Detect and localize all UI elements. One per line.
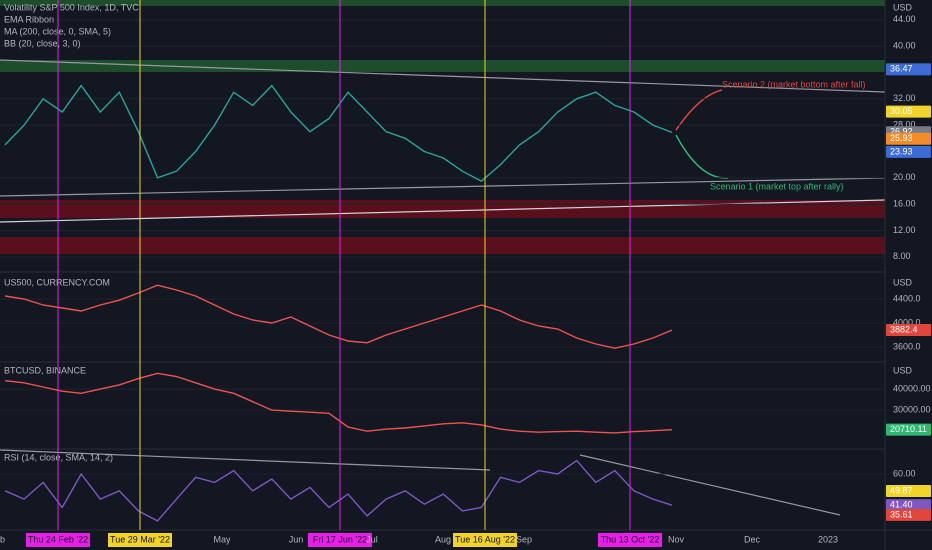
- time-label: Nov: [668, 534, 685, 544]
- time-label: Sep: [516, 534, 532, 544]
- y-tick-label: 8.00: [893, 251, 911, 261]
- trendline: [579, 454, 841, 516]
- legend-text: BTCUSD, BINANCE: [4, 365, 86, 375]
- trendline: [0, 59, 886, 93]
- price-badge-label: 49.87: [890, 485, 913, 495]
- price-line: [4, 84, 673, 182]
- price-badge: [886, 105, 931, 118]
- price-badge: [886, 484, 931, 497]
- date-badge: [308, 533, 372, 547]
- trendline: [0, 177, 886, 197]
- time-label: Aug: [435, 534, 451, 544]
- date-badge: [453, 533, 517, 547]
- price-badge-label: 36.47: [890, 64, 913, 74]
- zone-band: [0, 237, 885, 254]
- y-tick-label: 28.00: [893, 119, 916, 129]
- zone-band: [0, 0, 885, 6]
- date-badge: [108, 533, 172, 547]
- price-badge-label: 20710.11: [890, 424, 927, 434]
- date-label: Tue 16 Aug '22: [455, 534, 515, 544]
- date-label: Thu 24 Feb '22: [28, 534, 88, 544]
- currency-label: USD: [893, 365, 913, 375]
- price-badge: [886, 499, 931, 512]
- time-label: Jul: [366, 534, 378, 544]
- legend-text: BB (20, close, 3, 0): [4, 38, 81, 48]
- time-label: Jun: [289, 534, 304, 544]
- price-badge-label: 35.61: [890, 509, 913, 519]
- y-tick-label: 3600.0: [893, 341, 921, 351]
- annotation: Scenario 2 (market bottom after fall): [722, 79, 866, 89]
- annotation: Scenario 1 (market top after rally): [710, 181, 844, 191]
- y-tick-label: 44.00: [893, 14, 916, 24]
- y-tick-label: 60.00: [893, 468, 916, 478]
- price-badge: [886, 508, 931, 521]
- legend-text: EMA Ribbon: [4, 14, 54, 24]
- legend-text: Volatility S&P 500 Index, 1D, TVC: [4, 2, 139, 12]
- y-tick-label: 4400.0: [893, 293, 921, 303]
- y-tick-label: 40.00: [893, 40, 916, 50]
- y-tick-label: 30000.00: [893, 405, 931, 415]
- legend-text: US500, CURRENCY.COM: [4, 277, 110, 287]
- time-label: b: [0, 534, 5, 544]
- zone-band: [0, 60, 885, 72]
- price-badge: [886, 132, 931, 145]
- trendline: [0, 449, 491, 471]
- price-badge-label: 23.93: [890, 146, 913, 156]
- price-line: [4, 372, 673, 434]
- y-tick-label: 12.00: [893, 225, 916, 235]
- date-badge: [598, 533, 662, 547]
- scenario-path: [675, 89, 723, 131]
- y-tick-label: 20.00: [893, 172, 916, 182]
- price-badge-label: 41.40: [890, 500, 913, 510]
- price-line: [4, 284, 673, 349]
- y-tick-label: 40000.00: [893, 383, 931, 393]
- y-tick-label: 4000.0: [893, 317, 921, 327]
- currency-label: USD: [893, 277, 913, 287]
- date-label: Fri 17 Jun '22: [313, 534, 367, 544]
- date-label: Tue 29 Mar '22: [110, 534, 170, 544]
- currency-label: USD: [893, 2, 913, 12]
- price-badge: [886, 423, 931, 436]
- y-tick-label: 16.00: [893, 199, 916, 209]
- price-badge-label: 3882.4: [890, 324, 918, 334]
- price-badge: [886, 63, 931, 76]
- date-label: Thu 13 Oct '22: [601, 534, 660, 544]
- y-tick-label: 32.00: [893, 93, 916, 103]
- time-label: Dec: [744, 534, 761, 544]
- date-badge: [26, 533, 90, 547]
- price-badge: [886, 324, 931, 337]
- time-label: May: [213, 534, 231, 544]
- price-badge: [886, 145, 931, 158]
- price-badge-label: 30.05: [890, 106, 913, 116]
- price-line: [4, 459, 673, 522]
- legend-text: RSI (14, close, SMA, 14, 2): [4, 452, 113, 462]
- time-label: 2023: [818, 534, 838, 544]
- price-badge-label: 26.92: [890, 127, 913, 137]
- price-badge-label: 25.93: [890, 133, 913, 143]
